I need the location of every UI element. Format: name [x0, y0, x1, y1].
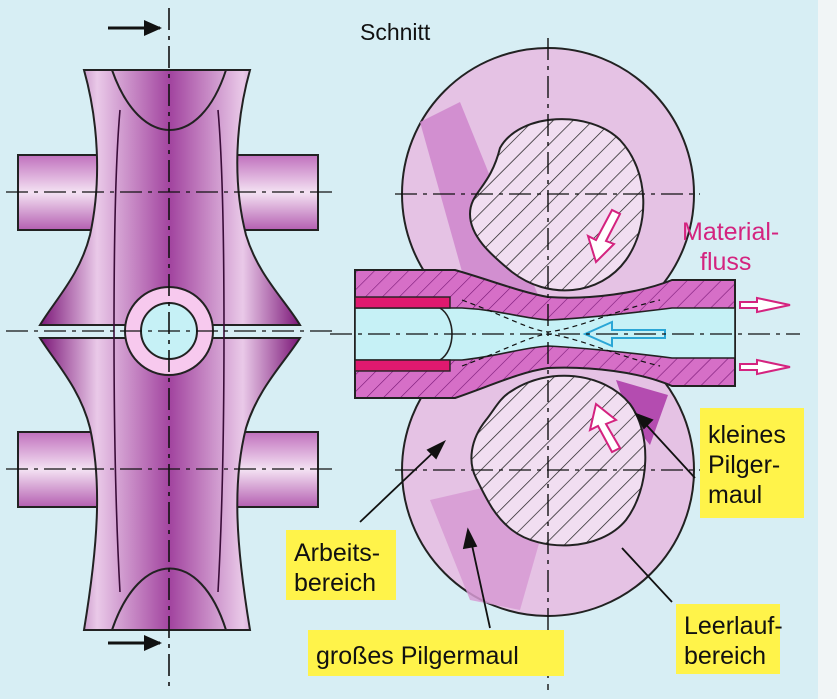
svg-text:Pilger-: Pilger- — [708, 451, 780, 479]
section-label: Schnitt — [360, 19, 431, 45]
svg-text:bereich: bereich — [684, 642, 766, 670]
svg-text:Leerlauf-: Leerlauf- — [684, 612, 783, 640]
svg-text:großes Pilgermaul: großes Pilgermaul — [316, 642, 519, 670]
exit-arrow-lower — [739, 358, 791, 376]
svg-text:bereich: bereich — [294, 569, 376, 597]
upper-roll — [38, 69, 302, 326]
roll-section-view — [330, 38, 800, 690]
work-area-label: Arbeits- bereich — [286, 530, 396, 600]
material-flow-label: Material- fluss — [682, 218, 779, 276]
exit-arrow-upper — [739, 296, 791, 314]
material-flow-arrow-upper — [586, 208, 622, 264]
leader-lines — [359, 412, 696, 629]
idle-area-label: Leerlauf- bereich — [676, 604, 783, 674]
large-mouth-label: großes Pilgermaul — [308, 630, 564, 676]
lower-roll — [38, 337, 302, 631]
svg-text:Arbeits-: Arbeits- — [294, 539, 380, 567]
small-mouth-label: kleines Pilger- maul — [700, 408, 804, 518]
roll-pair-front-view — [6, 8, 335, 690]
material-flow-arrow-lower — [588, 402, 622, 454]
svg-text:Material-: Material- — [682, 218, 779, 246]
paper-edge — [818, 0, 837, 699]
svg-text:maul: maul — [708, 481, 762, 509]
svg-text:fluss: fluss — [700, 248, 751, 276]
svg-text:kleines: kleines — [708, 421, 786, 449]
